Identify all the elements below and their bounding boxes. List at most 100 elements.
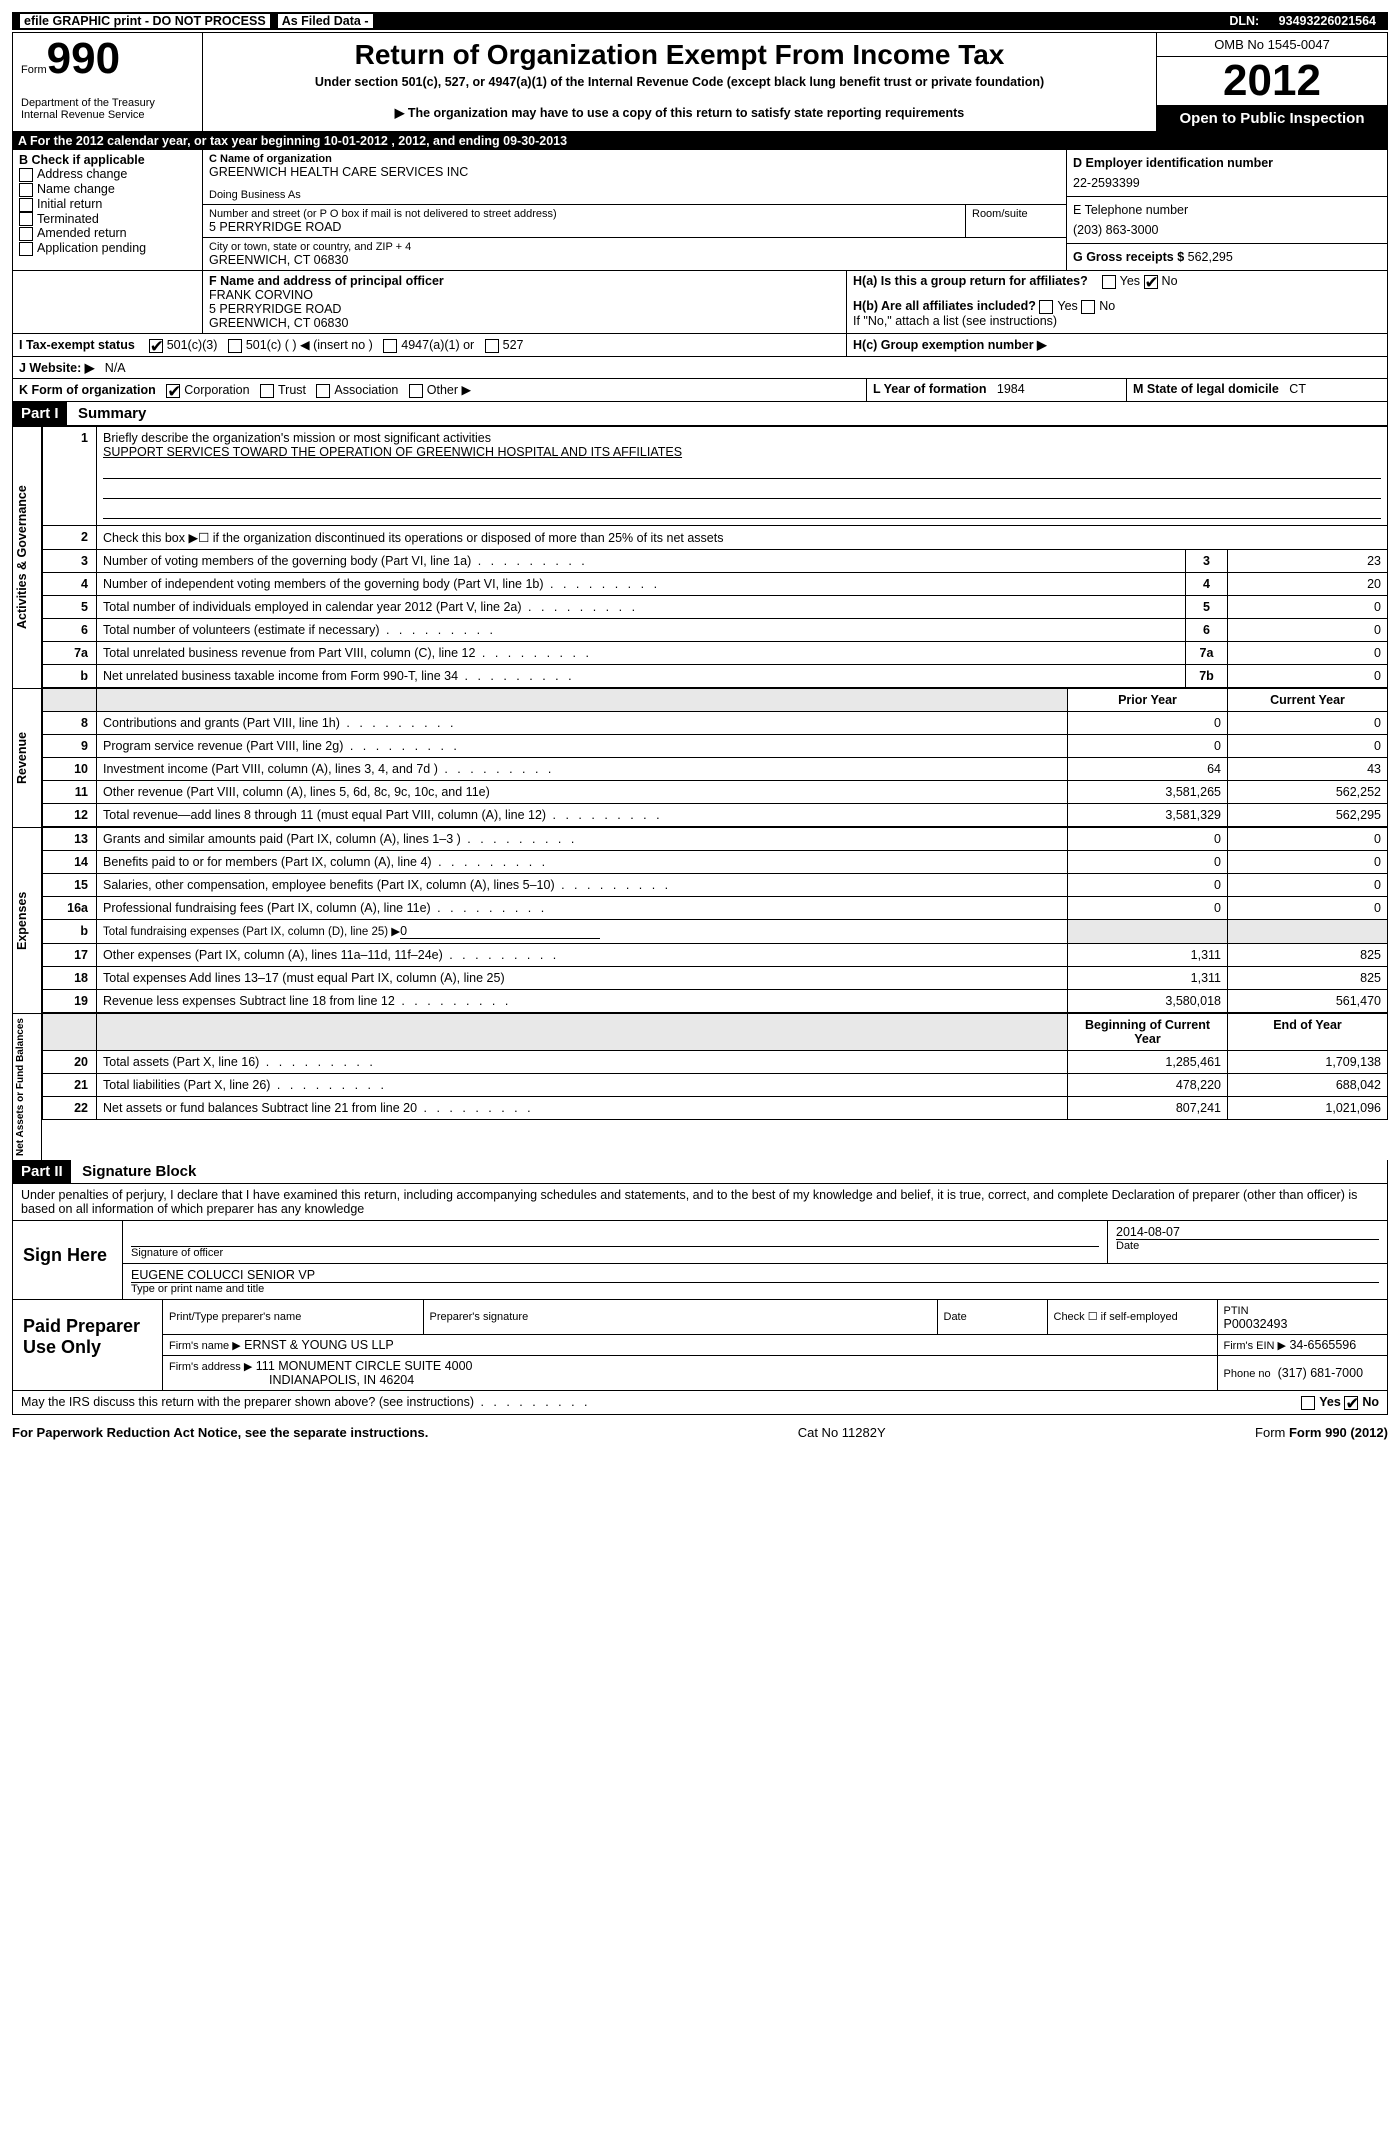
line-12-curr: 562,295 [1228,803,1388,826]
line-10-curr: 43 [1228,757,1388,780]
sig-name-val: EUGENE COLUCCI SENIOR VP [131,1268,1379,1283]
corp-checkbox[interactable] [166,384,180,398]
part-ii-header: Part II Signature Block [12,1160,1388,1184]
line-13-prior: 0 [1068,827,1228,850]
501c3-label: 501(c)(3) [167,338,218,352]
line-11-prior: 3,581,265 [1068,780,1228,803]
other-checkbox[interactable] [409,384,423,398]
line-5-val: 0 [1228,595,1388,618]
ptin-label: PTIN [1224,1305,1249,1317]
dept-label: Department of the Treasury [21,97,194,109]
top-bar: efile GRAPHIC print - DO NOT PROCESSAs F… [12,12,1388,30]
501c3-checkbox[interactable] [149,339,163,353]
name-change-label: Name change [37,182,115,196]
declaration-text: Under penalties of perjury, I declare th… [12,1184,1388,1221]
hc-label: H(c) Group exemption number ▶ [853,338,1047,352]
tax-year: 2012 [1157,57,1387,106]
section-a: A For the 2012 calendar year, or tax yea… [12,132,1388,150]
city-label: City or town, state or country, and ZIP … [209,241,1060,253]
hb-yes-checkbox[interactable] [1039,300,1053,314]
address-change-label: Address change [37,167,127,181]
firm-ein: 34-6565596 [1289,1338,1356,1352]
line-14-prior: 0 [1068,850,1228,873]
form-header: Form990 Department of the Treasury Inter… [12,32,1388,132]
form-title: Return of Organization Exempt From Incom… [215,39,1144,71]
527-checkbox[interactable] [485,339,499,353]
omb-number: OMB No 1545-0047 [1157,33,1387,57]
expenses-table: 13Grants and similar amounts paid (Part … [42,827,1388,1013]
corp-label: Corporation [184,383,249,397]
other-label: Other ▶ [427,383,471,397]
line-20-curr: 1,709,138 [1228,1050,1388,1073]
box-j-label: J Website: ▶ [19,361,94,375]
ha-yes-checkbox[interactable] [1102,275,1116,289]
amended-checkbox[interactable] [19,227,33,241]
line-10-text: Investment income (Part VIII, column (A)… [103,762,554,776]
officer-addr2: GREENWICH, CT 06830 [209,316,840,330]
city-value: GREENWICH, CT 06830 [209,253,1060,267]
ha-yes: Yes [1120,274,1140,288]
line-9-text: Program service revenue (Part VIII, line… [103,739,460,753]
hb-no-checkbox[interactable] [1081,300,1095,314]
line-7a-val: 0 [1228,641,1388,664]
box-m-label: M State of legal domicile [1133,382,1279,396]
firm-city: INDIANAPOLIS, IN 46204 [269,1373,414,1387]
line-21-curr: 688,042 [1228,1073,1388,1096]
501c-label: 501(c) ( ) ◀ (insert no ) [246,338,373,352]
paid-preparer-label: Paid Preparer Use Only [13,1300,163,1390]
501c-checkbox[interactable] [228,339,242,353]
pra-notice: For Paperwork Reduction Act Notice, see … [12,1425,428,1440]
initial-return-checkbox[interactable] [19,198,33,212]
line-7a-text: Total unrelated business revenue from Pa… [103,646,592,660]
line-19-curr: 561,470 [1228,989,1388,1012]
trust-checkbox[interactable] [260,384,274,398]
ha-no-checkbox[interactable] [1144,275,1158,289]
line-13-text: Grants and similar amounts paid (Part IX… [103,832,577,846]
app-pending-checkbox[interactable] [19,242,33,256]
form-subtitle: Under section 501(c), 527, or 4947(a)(1)… [215,75,1144,89]
line-3-text: Number of voting members of the governin… [103,554,588,568]
line-1-text: Briefly describe the organization's miss… [103,431,491,445]
box-b-title: B Check if applicable [19,153,196,167]
line-4-text: Number of independent voting members of … [103,577,660,591]
assoc-checkbox[interactable] [316,384,330,398]
terminated-label: Terminated [37,212,99,226]
line-17-curr: 825 [1228,943,1388,966]
firm-ein-label: Firm's EIN ▶ [1224,1340,1287,1352]
line-2-text: Check this box ▶☐ if the organization di… [97,525,1388,549]
discuss-no-checkbox[interactable] [1344,1396,1358,1410]
terminated-checkbox[interactable] [19,212,33,226]
firm-phone-label: Phone no [1224,1368,1271,1380]
4947-checkbox[interactable] [383,339,397,353]
website-value: N/A [105,361,126,375]
line-18-curr: 825 [1228,966,1388,989]
line-15-text: Salaries, other compensation, employee b… [103,878,671,892]
activities-vert-label: Activities & Governance [12,426,42,688]
line-10-prior: 64 [1068,757,1228,780]
officer-addr1: 5 PERRYRIDGE ROAD [209,302,840,316]
irs-label: Internal Revenue Service [21,109,194,121]
sign-here-label: Sign Here [13,1221,123,1299]
line-19-text: Revenue less expenses Subtract line 18 f… [103,994,511,1008]
hb-label: H(b) Are all affiliates included? [853,299,1036,313]
hb-note: If "No," attach a list (see instructions… [853,314,1381,328]
line-17-text: Other expenses (Part IX, column (A), lin… [103,948,559,962]
trust-label: Trust [278,383,306,397]
discuss-yes-checkbox[interactable] [1301,1396,1315,1410]
footer-form: Form 990 (2012) [1289,1425,1388,1440]
box-d-label: D Employer identification number [1073,156,1381,170]
section-j: J Website: ▶ N/A [12,357,1388,379]
box-i-label: I Tax-exempt status [19,338,135,352]
beg-cur-header: Beginning of Current Year [1068,1013,1228,1050]
line-9-prior: 0 [1068,734,1228,757]
line-18-text: Total expenses Add lines 13–17 (must equ… [103,971,505,985]
part-i-title: Summary [70,402,154,425]
line-21-text: Total liabilities (Part X, line 26) [103,1078,387,1092]
street-value: 5 PERRYRIDGE ROAD [209,220,959,234]
form-note: ▶ The organization may have to use a cop… [215,105,1144,120]
end-year-header: End of Year [1228,1013,1388,1050]
name-change-checkbox[interactable] [19,183,33,197]
part-ii-label: Part II [13,1160,71,1183]
address-change-checkbox[interactable] [19,168,33,182]
dln-label: DLN: [1225,14,1263,28]
